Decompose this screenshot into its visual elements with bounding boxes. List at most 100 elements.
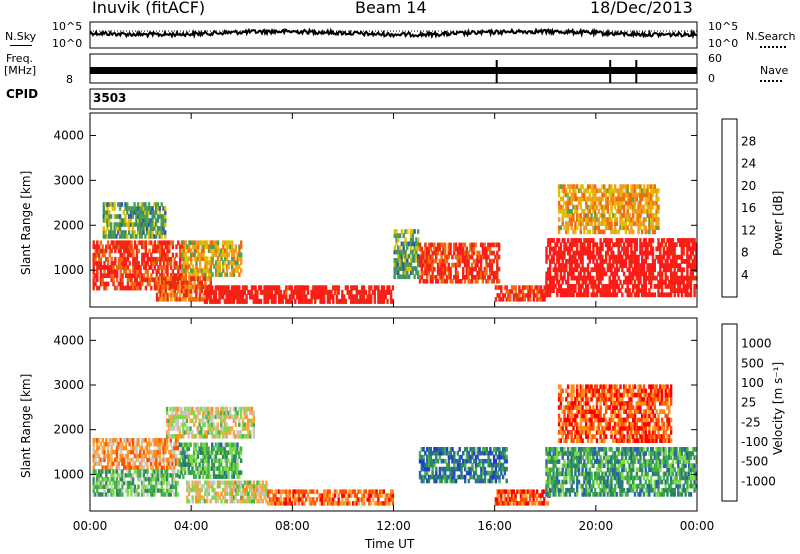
cell-1-4-61-0 [377,501,380,506]
cell-0-7-40-8 [617,259,620,264]
cell-0-8-16-8 [586,196,590,202]
cell-0-9-31-7 [158,206,161,211]
cell-0-5-41-0 [492,279,495,284]
cell-0-8-40-10 [630,188,633,194]
cell-1-1-10-2 [110,484,113,489]
cell-1-2-16-1 [207,470,210,475]
cell-0-0-0-2 [92,277,95,283]
cell-1-4-51-1 [359,497,362,502]
cell-0-1-20-3 [216,260,220,265]
cell-0-7-8-10 [559,250,563,256]
cell-1-3-40-1 [258,495,261,500]
cell-0-5-21-8 [456,246,459,252]
cell-0-7-17-3 [576,279,579,285]
cell-0-2-26-5 [202,276,205,281]
cell-1-3-28-0 [236,499,239,504]
cell-1-7-8-2 [559,483,563,489]
cell-0-7-81-13 [691,238,694,243]
cell-0-7-66-6 [664,267,667,273]
cell-1-7-18-6 [577,467,581,473]
cell-1-7-14-3 [570,479,573,485]
cell-1-4-49-0 [355,501,358,506]
cell-0-0-31-11 [148,240,151,246]
cell-0-7-27-2 [594,284,597,289]
cell-0-1-25-6 [225,248,229,253]
cell-1-5-21-7 [456,450,460,456]
cell-0-7-63-2 [659,284,662,289]
cell-1-2-10-1 [196,470,199,475]
cell-0-5-43-9 [496,242,499,248]
cell-0-8-10-1 [576,225,579,231]
cell-1-0-40-4 [164,449,167,455]
cell-1-0-30-6 [146,441,149,447]
cell-0-5-43-0 [496,279,499,284]
cell-0-8-44-9 [637,192,640,198]
cell-0-0-4-1 [99,281,103,287]
cell-0-0-16-5 [121,265,124,270]
cell-0-8-23-4 [599,213,602,218]
cell-0-3-15-3 [230,285,234,291]
cell-0-6-13-2 [518,289,521,294]
cell-1-0-27-7 [140,438,144,443]
cell-0-8-46-9 [641,192,644,198]
cell-0-2-1-0 [157,296,160,302]
cell-0-0-9-10 [108,244,112,250]
cell-0-7-75-4 [680,275,684,281]
cell-0-8-47-6 [642,204,646,210]
cell-1-4-19-3 [301,489,304,494]
cell-0-7-4-11 [552,246,555,252]
cell-0-7-68-9 [668,254,671,260]
cell-0-8-45-2 [639,221,642,226]
cell-0-0-20-9 [128,248,131,254]
cell-0-0-25-4 [137,269,140,274]
cell-0-7-56-11 [646,246,649,252]
cell-1-7-6-9 [556,455,559,460]
cell-0-6-24-3 [538,285,541,290]
cell-0-7-72-7 [675,263,678,268]
cell-0-7-49-5 [633,271,637,277]
cell-0-4-1-9 [395,237,398,243]
cell-0-1-25-4 [225,256,229,261]
cell-0-7-48-13 [632,238,635,243]
cell-1-0-37-1 [158,461,162,466]
cell-0-8-17-3 [588,217,591,222]
cell-0-7-50-1 [635,288,638,293]
cell-0-8-34-9 [619,192,622,198]
cell-0-8-4-7 [565,200,568,206]
cell-0-2-18-3 [188,284,191,290]
cell-1-0-15-6 [119,441,122,447]
cell-0-7-39-0 [615,292,619,298]
cell-0-7-37-5 [612,271,615,277]
cell-1-0-12-4 [114,449,117,455]
cell-0-7-17-0 [576,292,579,298]
cell-1-1-19-0 [126,492,129,497]
cell-1-1-4-2 [99,484,103,489]
cell-0-5-43-1 [496,275,499,280]
cell-1-1-46-3 [174,480,178,486]
cell-0-0-4-2 [99,277,103,283]
cell-0-8-17-6 [588,204,591,210]
cell-0-7-63-12 [659,242,662,248]
cell-0-7-41-13 [619,238,622,243]
cell-0-2-4-0 [162,296,166,302]
cell-1-1-25-0 [137,492,140,497]
cell-0-9-19-4 [137,218,140,223]
cell-0-7-20-8 [581,259,584,264]
cell-1-1-22-1 [131,488,135,493]
cell-1-6-6-0 [505,501,508,506]
cell-0-1-9-8 [197,240,200,245]
cell-1-2-3-2 [183,466,187,471]
cell-0-5-38-9 [487,242,490,248]
cell-1-5-15-0 [445,478,449,484]
cell-0-7-78-5 [686,271,689,277]
cell-0-3-60-3 [312,285,315,291]
cell-0-6-7-2 [507,289,510,294]
cell-0-0-18-7 [124,256,128,262]
cell-0-2-6-5 [166,276,169,281]
cell-0-8-32-2 [615,221,619,226]
cell-1-3-32-0 [243,499,247,504]
cell-0-1-14-8 [206,240,209,245]
cell-0-7-48-1 [632,288,635,293]
cell-1-0-7-7 [105,438,108,443]
cell-0-8-2-10 [561,188,564,194]
